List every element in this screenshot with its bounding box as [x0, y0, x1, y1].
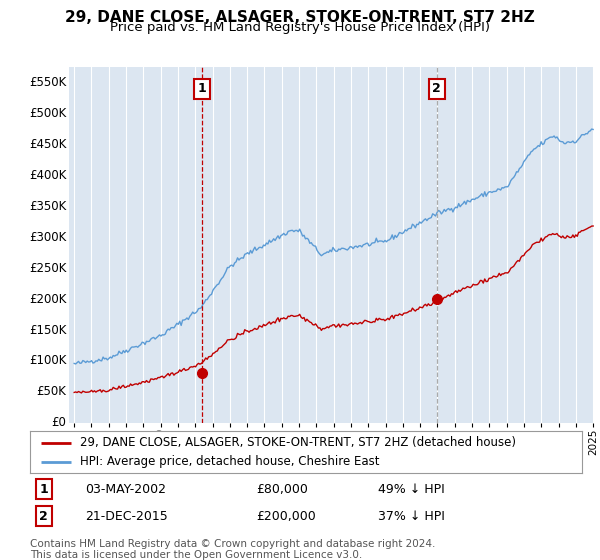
- Text: £300K: £300K: [29, 231, 67, 244]
- Text: £150K: £150K: [29, 324, 67, 337]
- Text: £500K: £500K: [29, 107, 67, 120]
- Text: £250K: £250K: [29, 262, 67, 275]
- Text: 29, DANE CLOSE, ALSAGER, STOKE-ON-TRENT, ST7 2HZ (detached house): 29, DANE CLOSE, ALSAGER, STOKE-ON-TRENT,…: [80, 436, 515, 449]
- Text: £450K: £450K: [29, 138, 67, 151]
- Text: 29, DANE CLOSE, ALSAGER, STOKE-ON-TRENT, ST7 2HZ: 29, DANE CLOSE, ALSAGER, STOKE-ON-TRENT,…: [65, 10, 535, 25]
- Text: £400K: £400K: [29, 169, 67, 182]
- Text: 2: 2: [433, 82, 441, 95]
- Text: 1: 1: [197, 82, 206, 95]
- Text: £200K: £200K: [29, 293, 67, 306]
- Text: 1: 1: [40, 483, 48, 496]
- Text: 37% ↓ HPI: 37% ↓ HPI: [378, 510, 445, 523]
- Text: £80,000: £80,000: [256, 483, 308, 496]
- Text: Price paid vs. HM Land Registry's House Price Index (HPI): Price paid vs. HM Land Registry's House …: [110, 21, 490, 34]
- Text: 2: 2: [40, 510, 48, 523]
- Text: £200,000: £200,000: [256, 510, 316, 523]
- Text: £0: £0: [52, 416, 67, 430]
- Text: £100K: £100K: [29, 354, 67, 367]
- Text: HPI: Average price, detached house, Cheshire East: HPI: Average price, detached house, Ches…: [80, 455, 379, 468]
- Text: £350K: £350K: [29, 200, 67, 213]
- Text: £50K: £50K: [37, 385, 67, 398]
- Text: Contains HM Land Registry data © Crown copyright and database right 2024.
This d: Contains HM Land Registry data © Crown c…: [30, 539, 436, 560]
- Text: £550K: £550K: [29, 76, 67, 89]
- Text: 21-DEC-2015: 21-DEC-2015: [85, 510, 168, 523]
- Text: 49% ↓ HPI: 49% ↓ HPI: [378, 483, 445, 496]
- Text: 03-MAY-2002: 03-MAY-2002: [85, 483, 166, 496]
